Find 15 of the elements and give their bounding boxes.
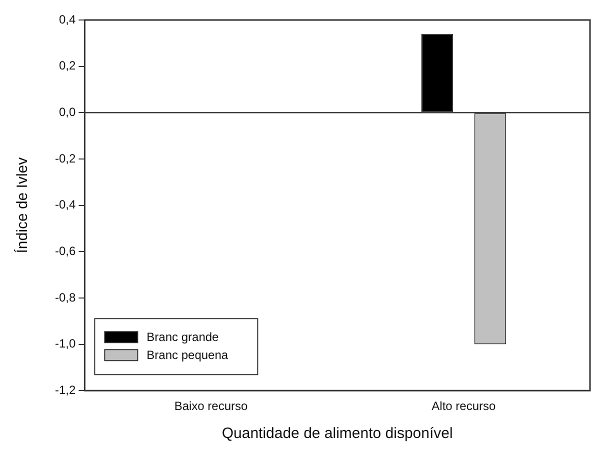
x-tick-label: Alto recurso bbox=[432, 399, 496, 414]
y-tick-label: 0,2 bbox=[58, 58, 76, 73]
legend-label: Branc pequena bbox=[146, 348, 228, 362]
y-axis-title: Índice de Ivlev bbox=[13, 156, 32, 254]
y-tick-label: -0,8 bbox=[54, 290, 76, 304]
y-tick-label: 0,0 bbox=[58, 104, 76, 119]
x-tick-label: Baixo recurso bbox=[174, 399, 248, 414]
y-tick-label: -1,2 bbox=[54, 382, 76, 397]
y-tick-label: -0,6 bbox=[54, 244, 76, 258]
x-axis-title: Quantidade de alimento disponível bbox=[222, 425, 453, 442]
y-tick-label: -0,4 bbox=[54, 198, 76, 212]
y-tick-label: 0,4 bbox=[58, 12, 76, 26]
y-tick-label: -1,0 bbox=[54, 336, 76, 351]
y-tick-label: -0,2 bbox=[54, 151, 76, 166]
legend-label: Branc grande bbox=[146, 330, 220, 344]
